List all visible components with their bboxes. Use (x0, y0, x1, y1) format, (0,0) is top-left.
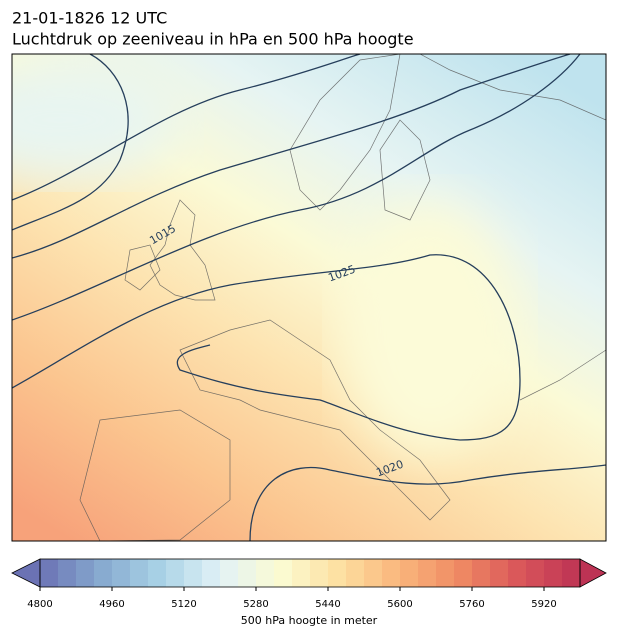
colorbar-segment (292, 559, 311, 587)
map: 1015 1025 1020 (12, 54, 606, 541)
colorbar-segment (58, 559, 77, 587)
colorbar-tick-label: 4960 (99, 599, 124, 610)
colorbar-segment (436, 559, 455, 587)
colorbar-segment (166, 559, 185, 587)
field-trough (12, 60, 180, 180)
map-frame (11, 53, 607, 542)
colorbar: 4800 4960 5120 5280 5440 5600 5760 5920 (11, 558, 607, 610)
colorbar-segment (346, 559, 365, 587)
colorbar-segment (526, 559, 545, 587)
colorbar-segment (256, 559, 275, 587)
colorbar-tick-label: 5760 (459, 599, 484, 610)
colorbar-segment (76, 559, 95, 587)
colorbar-segment (220, 559, 239, 587)
colorbar-tick-label: 5440 (315, 599, 340, 610)
colorbar-tick-label: 5600 (387, 599, 412, 610)
colorbar-extend-low (11, 558, 41, 588)
colorbar-segment (184, 559, 203, 587)
colorbar-segment (94, 559, 113, 587)
colorbar-tick-label: 5920 (531, 599, 556, 610)
colorbar-segment (418, 559, 437, 587)
colorbar-tick-label: 5280 (243, 599, 268, 610)
colorbar-segment (202, 559, 221, 587)
colorbar-segment (274, 559, 293, 587)
colorbar-segment (148, 559, 167, 587)
colorbar-tick-label: 4800 (27, 599, 52, 610)
colorbar-segment (562, 559, 581, 587)
colorbar-segment (310, 559, 329, 587)
colorbar-segment (40, 559, 59, 587)
colorbar-tick-label: 5120 (171, 599, 196, 610)
colorbar-segment (130, 559, 149, 587)
field-ridge (340, 200, 520, 460)
colorbar-segment (508, 559, 527, 587)
subtitle: Luchtdruk op zeeniveau in hPa en 500 hPa… (12, 30, 414, 49)
colorbar-segment (454, 559, 473, 587)
colorbar-segment (328, 559, 347, 587)
colorbar-segment (472, 559, 491, 587)
colorbar-segment (382, 559, 401, 587)
colorbar-segment (112, 559, 131, 587)
isobars (12, 54, 606, 541)
colorbar-extend-high (579, 558, 607, 588)
title: 21-01-1826 12 UTC (12, 9, 167, 28)
colorbar-segment (400, 559, 419, 587)
colorbar-segment (490, 559, 509, 587)
colorbar-segment (364, 559, 383, 587)
colorbar-segment (238, 559, 257, 587)
colorbar-segment (544, 559, 563, 587)
colorbar-label: 500 hPa hoogte in meter (241, 614, 378, 627)
colorbar-frame (39, 558, 581, 588)
